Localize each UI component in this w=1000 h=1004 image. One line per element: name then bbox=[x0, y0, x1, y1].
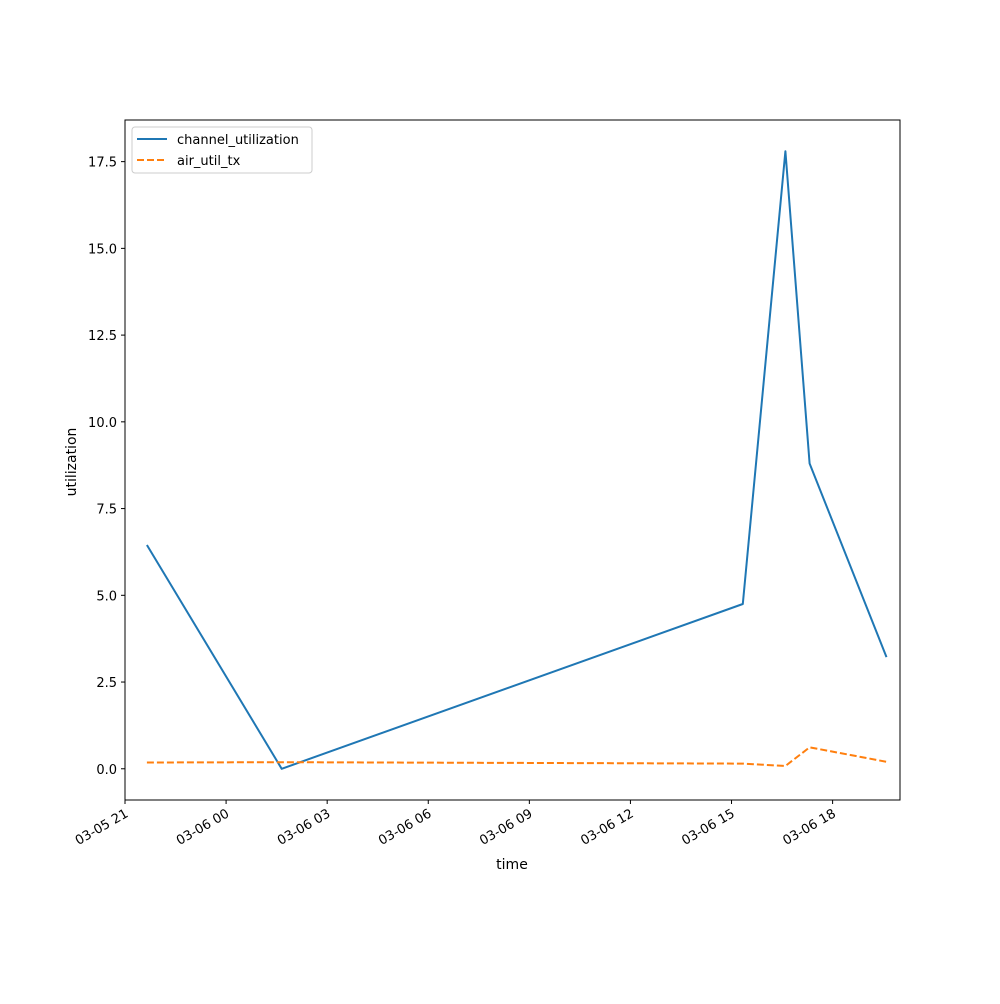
y-axis: 0.0 2.5 5.0 7.5 10.0 12.5 15.0 17.5 bbox=[88, 156, 125, 778]
y-tick-label: 2.5 bbox=[96, 676, 117, 691]
legend-label: channel_utilization bbox=[177, 133, 299, 148]
legend-box bbox=[131, 126, 313, 174]
series-line-air-util-tx bbox=[146, 746, 887, 767]
x-tick-label: 03-06 03 bbox=[275, 806, 333, 848]
x-tick-label: 03-06 06 bbox=[376, 806, 434, 848]
legend-label: air_util_tx bbox=[177, 154, 241, 169]
series-layer bbox=[146, 150, 888, 770]
x-tick-label: 03-05 21 bbox=[73, 806, 131, 848]
x-tick-label: 03-06 15 bbox=[679, 806, 737, 848]
y-axis-label: utilization bbox=[64, 428, 80, 497]
series-line-channel-utilization bbox=[146, 150, 888, 770]
x-tick-label: 03-06 18 bbox=[780, 806, 838, 848]
x-tick-label: 03-06 09 bbox=[477, 806, 535, 848]
plot-frame bbox=[124, 119, 901, 801]
x-axis: 03-05 21 03-06 00 03-06 03 03-06 06 03-06 09… bbox=[73, 800, 839, 849]
y-tick-label: 15.0 bbox=[88, 242, 117, 257]
x-tick-label: 03-06 00 bbox=[174, 806, 232, 848]
y-tick-label: 12.5 bbox=[88, 329, 117, 344]
y-tick-label: 5.0 bbox=[96, 589, 117, 604]
y-tick-label: 10.0 bbox=[88, 416, 117, 431]
x-tick-label: 03-06 12 bbox=[578, 806, 636, 848]
y-tick-label: 17.5 bbox=[88, 156, 117, 171]
y-tick-label: 0.0 bbox=[96, 763, 117, 778]
y-tick-label: 7.5 bbox=[96, 503, 117, 518]
legend: channel_utilization air_util_tx bbox=[131, 126, 313, 174]
x-axis-label: time bbox=[496, 857, 528, 873]
